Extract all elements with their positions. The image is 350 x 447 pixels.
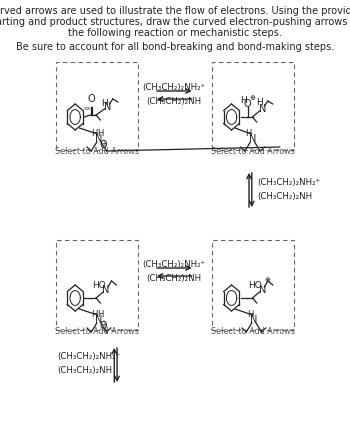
Text: (CH₃CH₂)₂NH₂⁺: (CH₃CH₂)₂NH₂⁺ <box>57 353 120 362</box>
Text: Select to Add Arrows: Select to Add Arrows <box>211 327 295 336</box>
Text: (CH₃CH₂)₂NH₂⁺: (CH₃CH₂)₂NH₂⁺ <box>143 260 206 269</box>
Text: H: H <box>240 96 247 105</box>
Bar <box>212 62 294 150</box>
Text: Curved arrows are used to illustrate the flow of electrons. Using the provided: Curved arrows are used to illustrate the… <box>0 6 350 16</box>
Text: Select to Add Arrows: Select to Add Arrows <box>211 147 295 156</box>
Text: N: N <box>259 285 266 295</box>
Text: Select to Add Arrows: Select to Add Arrows <box>55 327 139 336</box>
Text: ⊕: ⊕ <box>250 95 256 101</box>
Text: N: N <box>95 315 103 325</box>
Text: +: + <box>101 141 107 147</box>
Text: H: H <box>91 129 98 138</box>
Text: Be sure to account for all bond-breaking and bond-making steps.: Be sure to account for all bond-breaking… <box>16 42 334 52</box>
Text: (CH₃CH₂)₂NH: (CH₃CH₂)₂NH <box>147 97 202 106</box>
Text: N: N <box>102 285 110 295</box>
Text: O: O <box>88 94 95 104</box>
Bar <box>56 62 138 150</box>
Text: (CH₃CH₂)₂NH: (CH₃CH₂)₂NH <box>147 274 202 283</box>
Text: HO: HO <box>248 281 262 290</box>
Text: HO: HO <box>92 281 106 290</box>
Text: N: N <box>249 134 256 144</box>
Text: N: N <box>104 102 111 112</box>
Text: (CH₃CH₂)₂NH: (CH₃CH₂)₂NH <box>257 191 313 201</box>
Text: starting and product structures, draw the curved electron-pushing arrows for: starting and product structures, draw th… <box>0 17 350 27</box>
Text: the following reaction or mechanistic steps.: the following reaction or mechanistic st… <box>68 28 282 38</box>
Bar <box>56 240 138 330</box>
Bar <box>212 240 294 330</box>
Text: +: + <box>101 322 107 328</box>
Text: H: H <box>97 129 104 138</box>
Text: O: O <box>244 99 251 109</box>
Text: H: H <box>245 129 252 138</box>
Text: (CH₃CH₂)₂NH₂⁺: (CH₃CH₂)₂NH₂⁺ <box>143 83 206 92</box>
Text: (CH₃CH₂)₂NH: (CH₃CH₂)₂NH <box>57 367 112 375</box>
Text: H: H <box>91 310 98 319</box>
Text: H: H <box>97 310 104 319</box>
Text: N: N <box>250 315 258 325</box>
Text: N: N <box>259 104 266 114</box>
Text: H: H <box>256 98 263 107</box>
Text: H: H <box>247 310 254 319</box>
Text: Select to Add Arrows: Select to Add Arrows <box>55 147 139 156</box>
Text: N: N <box>95 134 103 144</box>
Text: ⊕: ⊕ <box>264 277 270 283</box>
Text: xx: xx <box>84 106 91 111</box>
Text: H: H <box>101 98 108 107</box>
Text: (CH₃CH₂)₂NH₂⁺: (CH₃CH₂)₂NH₂⁺ <box>257 177 321 186</box>
